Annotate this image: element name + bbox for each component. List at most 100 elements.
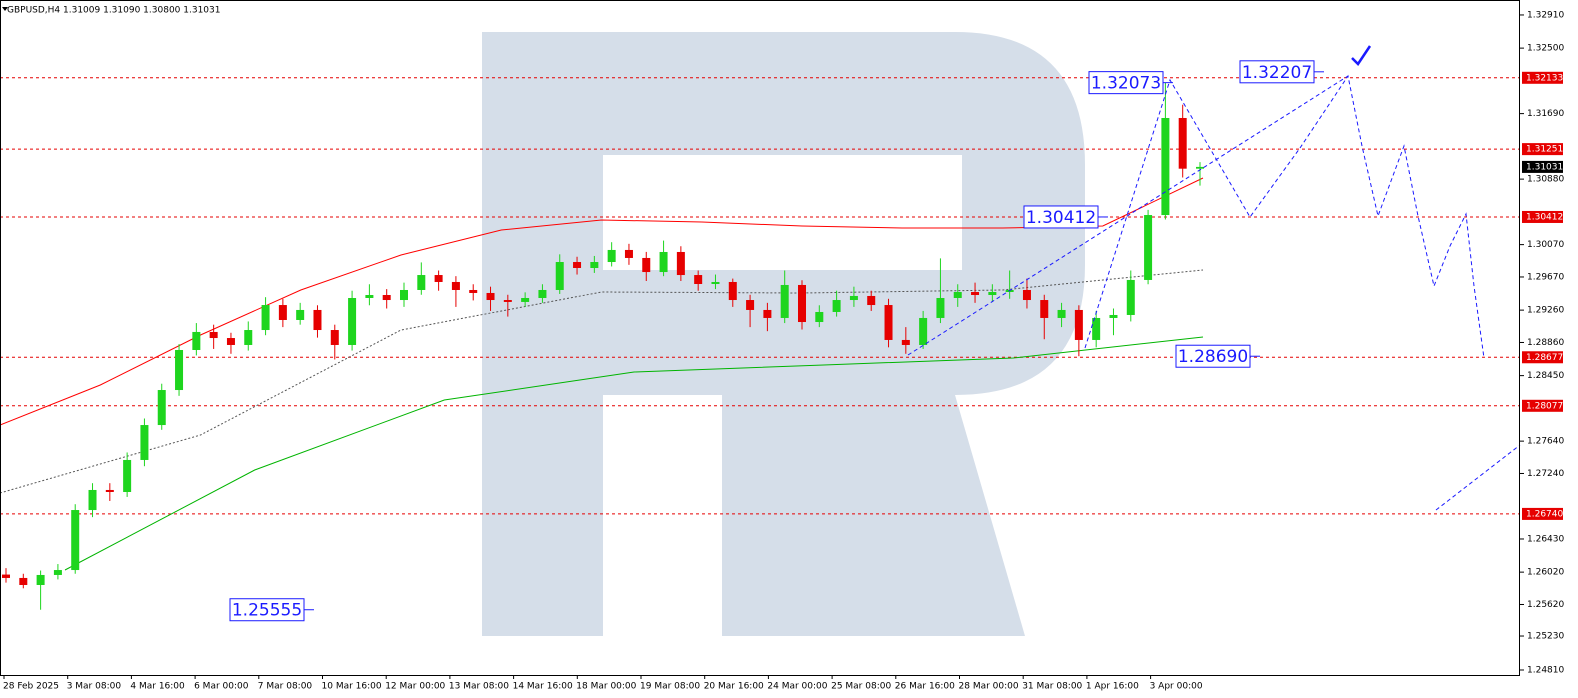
x-tick-label: 25 Mar 08:00 [831, 682, 891, 692]
level-label-box [1522, 143, 1563, 156]
y-tick-label: 1.28860 [1527, 338, 1564, 348]
candle-body [849, 295, 858, 301]
level-label-box [1522, 210, 1563, 223]
candle-body [936, 297, 945, 318]
candle-body [763, 309, 772, 318]
candle-body [1126, 279, 1135, 315]
y-tick-label: 1.27640 [1527, 437, 1564, 447]
annotation-label: 1.32073 [1091, 74, 1161, 94]
candle-body [140, 425, 149, 460]
candle-body [884, 305, 893, 340]
candle-body [434, 275, 443, 282]
y-tick-label: 1.26020 [1527, 568, 1564, 578]
candle-body [226, 338, 235, 345]
x-tick-label: 6 Mar 00:00 [194, 682, 249, 692]
candle-body [53, 570, 62, 575]
candle-body [105, 489, 114, 492]
candle-body [867, 295, 876, 306]
candle-body [503, 300, 512, 302]
y-tick-label: 1.30880 [1527, 175, 1564, 185]
candle-body [244, 330, 253, 345]
annotation-box [229, 598, 305, 622]
level-label-box [1522, 399, 1563, 412]
candle-body [538, 289, 547, 298]
moving-average [0, 177, 1204, 426]
x-tick-label: 18 Mar 00:00 [576, 682, 636, 692]
candle-body [209, 331, 218, 339]
y-tick-label: 1.28450 [1527, 371, 1564, 381]
candle-body [486, 292, 495, 301]
annotation-box [1023, 205, 1099, 229]
x-tick-label: 28 Feb 2025 [3, 682, 59, 692]
candle-body [382, 295, 391, 301]
watermark-leg [722, 395, 1025, 636]
candle-body [815, 311, 824, 323]
annotation-box [1175, 344, 1251, 368]
candle-body [278, 305, 287, 320]
candle-body [1109, 314, 1118, 318]
candle-body [711, 281, 720, 285]
candle-body [348, 297, 357, 345]
x-tick-label: 7 Mar 08:00 [258, 682, 313, 692]
annotation-label: 1.28690 [1178, 347, 1248, 367]
y-tick-label: 1.25230 [1527, 632, 1564, 642]
candle-body [400, 289, 408, 301]
y-tick-label: 1.26430 [1527, 534, 1564, 544]
candle-body [313, 309, 322, 331]
candle-body [157, 390, 166, 426]
candle-body [694, 275, 703, 285]
watermark [482, 32, 1085, 636]
candle-body [123, 459, 132, 492]
candle-body [71, 510, 80, 571]
annotation-label: 1.30412 [1026, 208, 1096, 228]
x-tick-label: 4 Mar 16:00 [130, 682, 185, 692]
candle-body [261, 305, 270, 331]
current-price-label: 1.31031 [1526, 162, 1563, 172]
x-tick-label: 3 Mar 08:00 [67, 682, 122, 692]
x-tick-label: 10 Mar 16:00 [322, 682, 382, 692]
candle-body [175, 349, 184, 391]
candle-body [1144, 215, 1153, 280]
x-tick-label: 12 Mar 00:00 [385, 682, 445, 692]
candle-body [988, 292, 997, 296]
candle-body [2, 574, 10, 578]
candle-body [330, 330, 339, 345]
candle-body [1040, 300, 1049, 318]
y-tick-label: 1.29670 [1527, 272, 1564, 282]
candle-body [919, 317, 928, 345]
x-tick-label: 24 Mar 00:00 [767, 682, 827, 692]
candle-body [19, 577, 28, 585]
trend-line [1435, 444, 1521, 511]
y-tick-label: 1.27240 [1527, 469, 1564, 479]
candle-body [1161, 117, 1170, 216]
x-tick-label: 31 Mar 08:00 [1022, 682, 1082, 692]
annotation-label: 1.32207 [1242, 63, 1312, 83]
candle-body [953, 292, 962, 298]
y-tick-label: 1.29260 [1527, 306, 1564, 316]
candle-body [1074, 309, 1083, 340]
level-label: 1.31251 [1526, 145, 1563, 155]
candle-body [780, 284, 789, 318]
level-label: 1.30412 [1526, 212, 1563, 222]
title-arrow [2, 7, 8, 11]
candle-body [296, 309, 305, 320]
candle-body [642, 257, 651, 273]
candle-body [901, 339, 910, 345]
candle-body [1178, 117, 1187, 169]
plot-frame [0, 0, 1520, 676]
check-mark [1351, 45, 1372, 66]
x-tick-label: 14 Mar 16:00 [513, 682, 573, 692]
current-price-box [1522, 160, 1563, 173]
candle-body [469, 289, 478, 293]
forecast-line [1084, 74, 1485, 359]
level-label: 1.28677 [1526, 353, 1563, 363]
x-tick-label: 20 Mar 16:00 [704, 682, 764, 692]
y-tick-label: 1.32500 [1527, 44, 1564, 54]
level-label-box [1522, 71, 1563, 84]
candle-body [1057, 309, 1066, 318]
candle-body [832, 300, 841, 312]
annotation-label: 1.25555 [232, 601, 302, 621]
annotation-box [1239, 60, 1315, 84]
level-label: 1.32133 [1526, 73, 1563, 83]
level-label: 1.26740 [1526, 509, 1563, 519]
